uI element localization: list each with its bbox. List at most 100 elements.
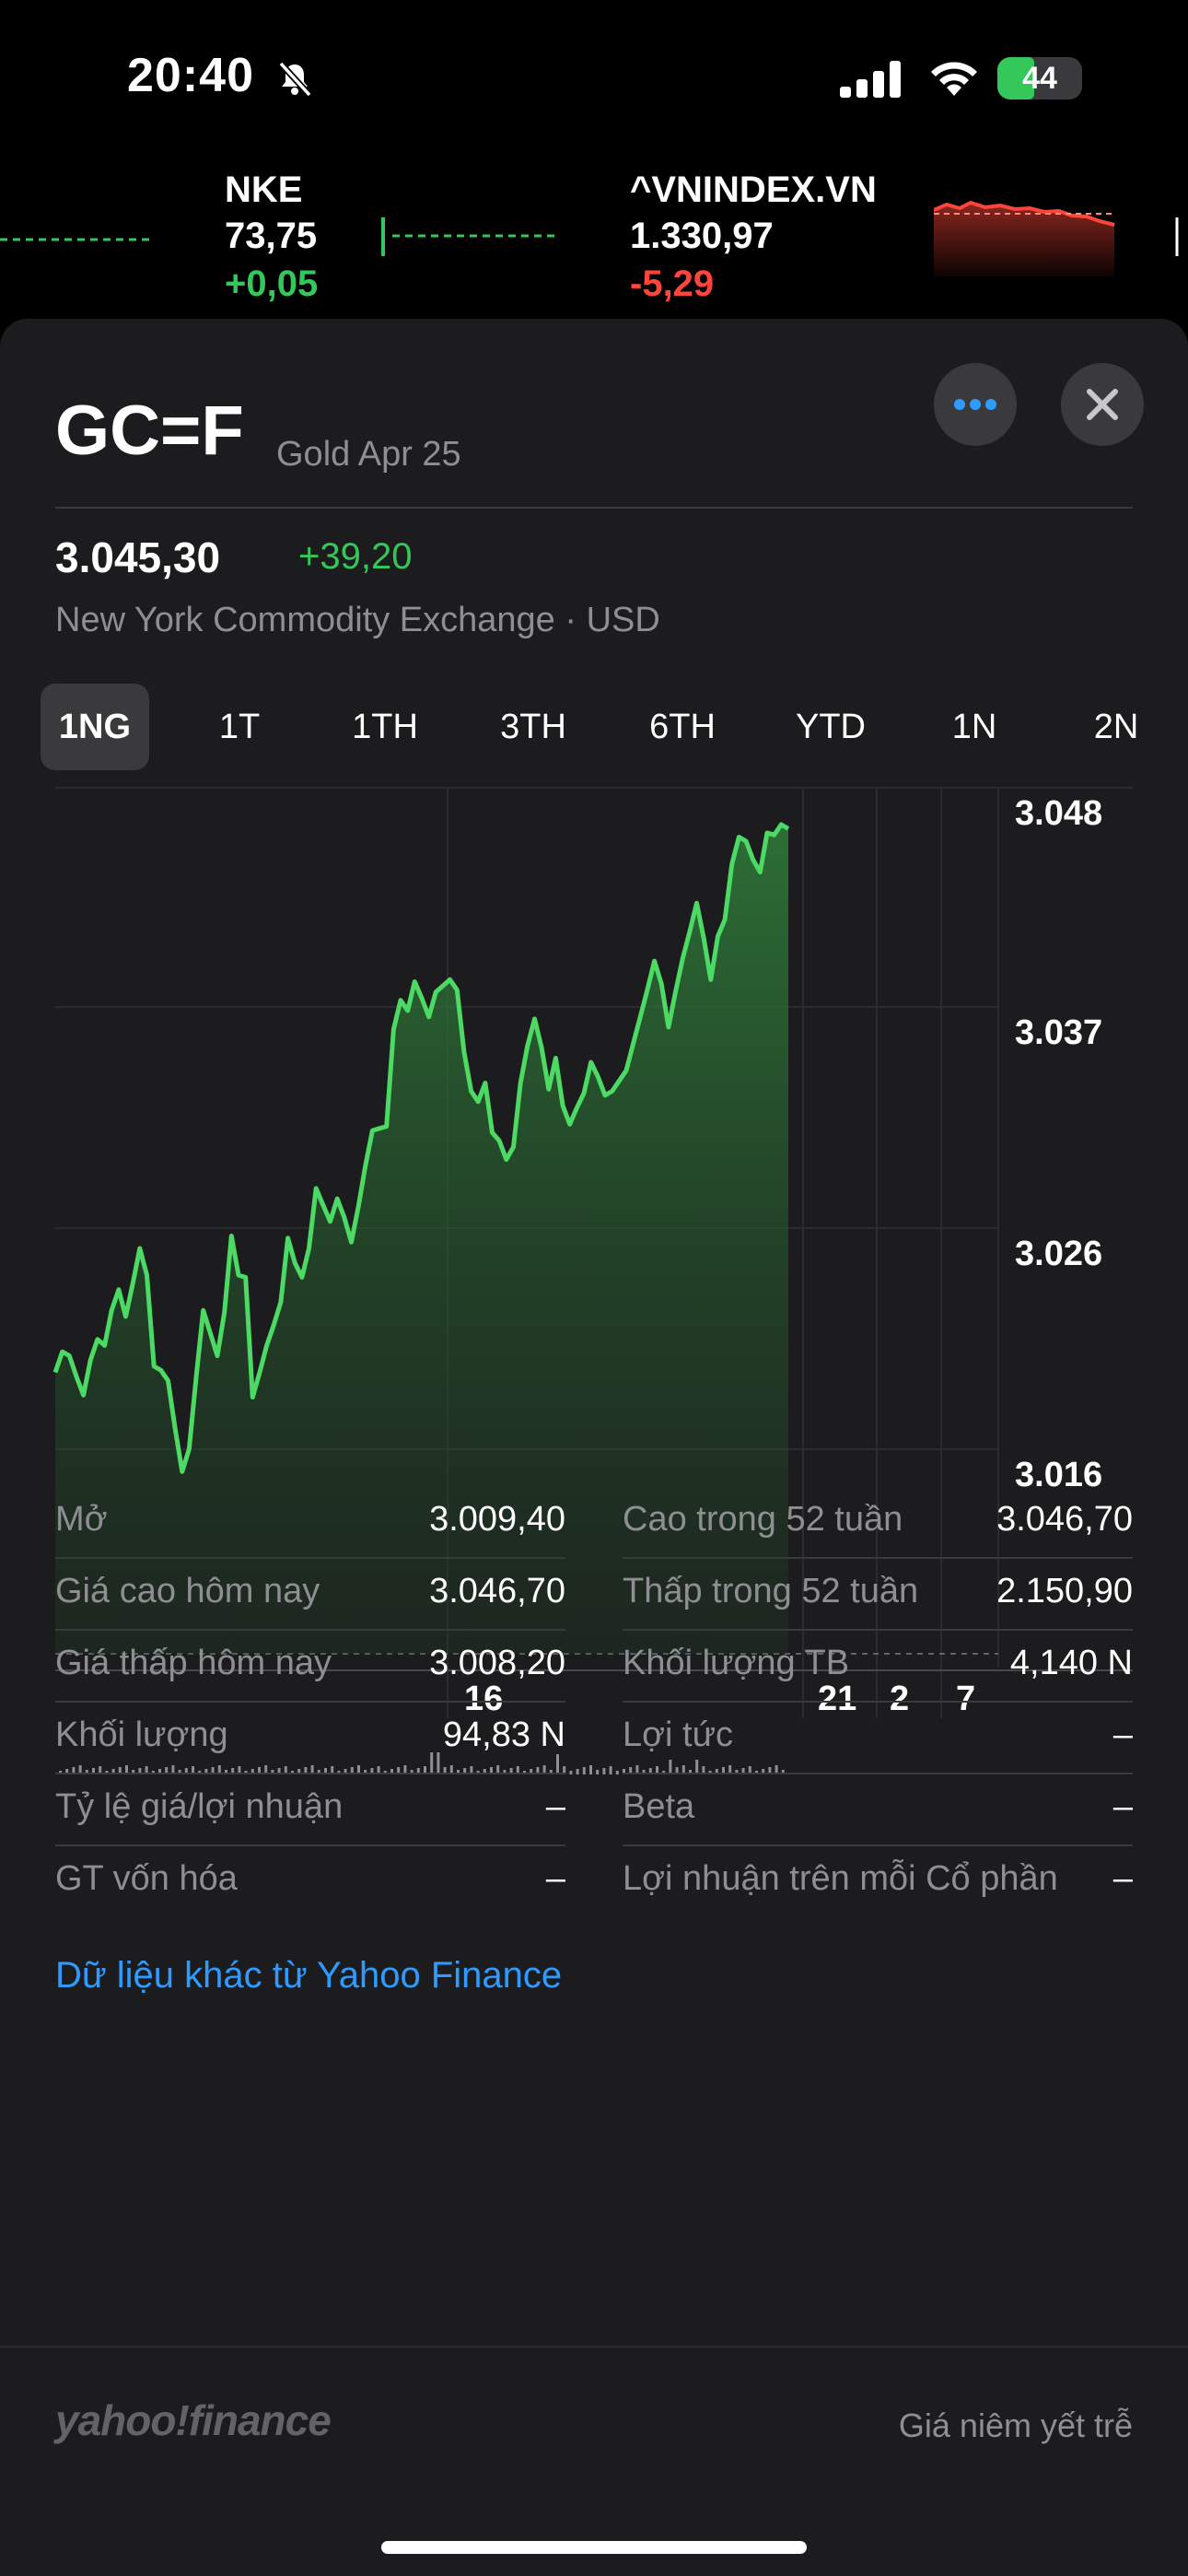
volume-bar [728, 1765, 732, 1774]
stat-row-day-high: Giá cao hôm nay 3.046,70 [55, 1559, 565, 1631]
ticker-item-nke[interactable]: NKE 73,75 +0,05 [225, 168, 318, 308]
volume-bar [397, 1767, 401, 1774]
volume-bar [264, 1765, 268, 1774]
stock-name: Gold Apr 25 [276, 435, 461, 474]
stat-value: – [1112, 1787, 1133, 1826]
ticker-price: 1.330,97 [630, 216, 774, 256]
stat-label: Mở [55, 1500, 108, 1539]
volume-bar [92, 1768, 95, 1774]
volume-bar [192, 1766, 194, 1774]
volume-bar [530, 1769, 533, 1774]
volume-bar [602, 1768, 606, 1774]
volume-bar [390, 1769, 393, 1774]
stat-row-day-low: Giá thấp hôm nay 3.008,20 [55, 1631, 565, 1703]
stat-value: – [1112, 1859, 1133, 1898]
volume-bar [304, 1767, 308, 1774]
range-tab-6th[interactable]: 6TH [649, 708, 716, 746]
stat-label: Giá cao hôm nay [55, 1572, 320, 1610]
stat-value: 2.150,90 [996, 1572, 1133, 1610]
volume-bar [470, 1766, 473, 1774]
stat-value: 3.009,40 [429, 1500, 565, 1539]
volume-bar [569, 1771, 573, 1774]
range-tab-2n[interactable]: 2N [1093, 708, 1139, 746]
volume-bar [430, 1752, 434, 1774]
yahoo-finance-logo[interactable]: yahoo!finance [55, 2396, 332, 2444]
stat-row-avg-volume: Khối lượng TB 4,140 N [623, 1631, 1133, 1703]
quote-delay-note: Giá niêm yết trễ [898, 2406, 1133, 2444]
volume-bar [483, 1769, 486, 1774]
volume-bar [762, 1769, 765, 1774]
range-tab-1t[interactable]: 1T [218, 708, 261, 746]
volume-bar [317, 1770, 320, 1774]
stat-value: 3.008,20 [429, 1644, 565, 1682]
volume-bar [424, 1766, 426, 1774]
range-tab-1ng[interactable]: 1NG [41, 684, 149, 770]
volume-bar [463, 1768, 467, 1774]
volume-bar [457, 1770, 460, 1774]
stat-label: Tỷ lệ giá/lợi nhuận [55, 1787, 344, 1826]
volume-bar [609, 1766, 612, 1774]
ticker-item-vnindex[interactable]: ^VNINDEX.VN 1.330,97 -5,29 [630, 168, 877, 308]
volume-bar [99, 1766, 102, 1774]
volume-bar [85, 1770, 88, 1774]
volume-bar [516, 1766, 519, 1774]
stat-label: Cao trong 52 tuần [623, 1500, 903, 1539]
volume-bar [158, 1769, 161, 1774]
volume-bar [563, 1766, 566, 1774]
volume-bar [748, 1766, 751, 1774]
stat-value: 3.046,70 [996, 1500, 1133, 1539]
volume-bar [715, 1769, 718, 1774]
volume-bar [542, 1765, 546, 1774]
volume-bar [503, 1770, 507, 1774]
price-chart[interactable]: 3.048 3.037 3.026 3.016 16 21 2 7 [0, 783, 1188, 1824]
stat-row-eps: Lợi nhuận trên mỗi Cổ phần – [623, 1846, 1133, 1916]
volume-bar [741, 1768, 745, 1774]
volume-bar [615, 1771, 619, 1774]
ticker-price: 73,75 [225, 216, 318, 256]
wifi-icon [931, 62, 977, 96]
volume-bar [669, 1760, 672, 1774]
cellular-signal-icon [840, 61, 901, 98]
stat-label: Lợi tức [623, 1715, 734, 1754]
stock-symbol: GC=F [55, 392, 244, 470]
x-axis-tick: 21 [818, 1680, 856, 1718]
stat-label: Khối lượng TB [623, 1644, 850, 1682]
range-selector: 1NG 1T 1TH 3TH 6TH YTD 1N 2N [0, 684, 1188, 772]
range-tab-1n[interactable]: 1N [951, 708, 997, 746]
close-button[interactable] [1061, 363, 1144, 446]
stat-value: 3.046,70 [429, 1572, 565, 1610]
more-options-button[interactable] [934, 363, 1017, 446]
range-tab-ytd[interactable]: YTD [796, 708, 866, 746]
volume-bar [648, 1768, 652, 1774]
volume-bar [735, 1770, 739, 1774]
y-axis-tick: 3.026 [1015, 1235, 1102, 1273]
ticker-sparkline-vnindex [934, 200, 1115, 276]
stat-label: Thấp trong 52 tuần [623, 1572, 919, 1610]
more-data-link[interactable]: Dữ liệu khác từ Yahoo Finance [55, 1955, 563, 1996]
range-tab-3th[interactable]: 3TH [500, 708, 566, 746]
volume-bar [443, 1767, 447, 1774]
stat-row-open: Mở 3.009,40 [55, 1487, 565, 1559]
volume-bar [549, 1770, 553, 1774]
range-tab-1th[interactable]: 1TH [352, 708, 418, 746]
battery-percent: 44 [1022, 61, 1057, 96]
current-price: 3.045,30 [55, 533, 221, 581]
volume-bar [377, 1766, 380, 1774]
y-axis-tick: 3.016 [1015, 1456, 1102, 1494]
volume-bar [111, 1769, 115, 1774]
volume-bar [118, 1767, 122, 1774]
stat-value: – [1112, 1715, 1133, 1754]
stat-row-52w-high: Cao trong 52 tuần 3.046,70 [623, 1487, 1133, 1559]
volume-bar [416, 1768, 420, 1774]
ticker-strip[interactable]: NKE 73,75 +0,05 ^VNINDEX.VN 1.330,97 -5,… [0, 157, 1188, 313]
y-axis-tick: 3.048 [1015, 794, 1102, 833]
stat-value: 94,83 N [442, 1715, 565, 1754]
volume-bar [217, 1765, 221, 1774]
home-indicator[interactable] [381, 2541, 807, 2554]
volume-bar [231, 1768, 235, 1774]
volume-bar [72, 1767, 76, 1774]
chart-axis-labels: 3.048 3.037 3.026 3.016 16 21 2 7 [464, 794, 1102, 1718]
stat-row-market-cap: GT vốn hóa – [55, 1846, 565, 1916]
volume-bar [357, 1765, 360, 1774]
stats-left-column: Mở 3.009,40 Giá cao hôm nay 3.046,70 Giá t… [55, 1487, 565, 1916]
